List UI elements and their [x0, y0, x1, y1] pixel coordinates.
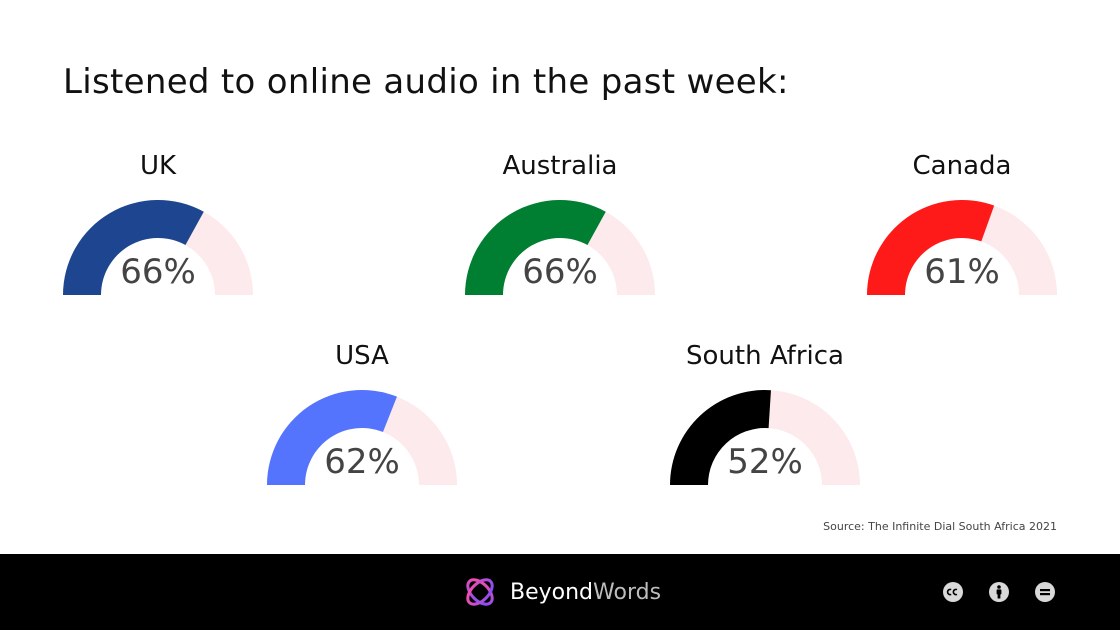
creative-commons-cc-icon: [943, 582, 963, 602]
gauge-arc: [465, 199, 655, 295]
gauge-label: UK: [139, 151, 177, 181]
gauge-arc: [267, 389, 457, 485]
gauge-fill: [670, 390, 771, 485]
gauge-value: 66%: [522, 252, 598, 292]
beyondwords-logo-icon: [466, 578, 494, 606]
attribution-icon: [989, 582, 1009, 602]
license-icons: [942, 581, 1056, 603]
gauge-value: 62%: [324, 442, 400, 482]
gauge-label: Canada: [912, 151, 1012, 181]
gauge-canada: Canada 61%: [867, 150, 1057, 295]
source-note: Source: The Infinite Dial South Africa 2…: [823, 520, 1057, 533]
gauge-fill: [867, 200, 995, 295]
gauge-south-africa: South Africa 52%: [670, 340, 860, 485]
no-derivatives-icon: [1035, 582, 1055, 602]
gauge-fill: [267, 389, 397, 485]
gauge-value: 66%: [120, 252, 196, 292]
gauge-arc: [670, 390, 860, 485]
gauge-australia: Australia 66%: [465, 150, 655, 295]
gauge-uk: UK 66%: [63, 150, 253, 295]
brand-name: BeyondWords: [510, 579, 662, 605]
gauge-label: Australia: [502, 151, 618, 181]
gauge-value: 52%: [727, 442, 803, 482]
gauge-fill: [63, 199, 204, 295]
chart-title: Listened to online audio in the past wee…: [63, 62, 789, 102]
gauge-fill: [465, 199, 606, 295]
gauge-label: USA: [335, 341, 389, 371]
gauge-value: 61%: [924, 252, 1000, 292]
brand-logo[interactable]: BeyondWords: [462, 574, 661, 610]
footer-bar: BeyondWords: [0, 554, 1120, 630]
gauge-usa: USA 62%: [267, 340, 457, 485]
gauge-label: South Africa: [686, 341, 844, 371]
gauge-arc: [867, 200, 1057, 295]
gauge-arc: [63, 199, 253, 295]
